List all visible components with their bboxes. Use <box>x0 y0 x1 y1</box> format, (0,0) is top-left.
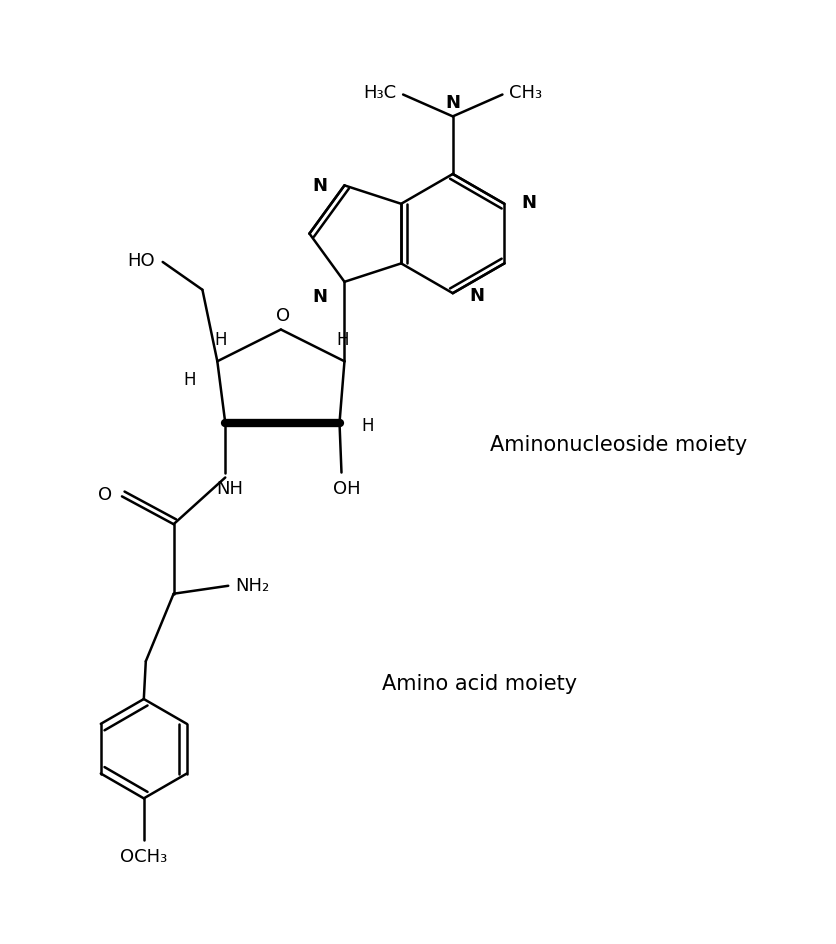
Text: N: N <box>445 94 460 112</box>
Text: H: H <box>361 416 374 434</box>
Text: H₃C: H₃C <box>363 83 395 101</box>
Text: NH₂: NH₂ <box>235 576 269 594</box>
Text: NH: NH <box>217 480 243 498</box>
Text: O: O <box>276 306 289 324</box>
Text: OCH₃: OCH₃ <box>120 847 167 865</box>
Text: N: N <box>469 287 484 305</box>
Text: N: N <box>312 288 327 306</box>
Text: Aminonucleoside moiety: Aminonucleoside moiety <box>489 435 747 455</box>
Text: OH: OH <box>332 480 359 498</box>
Text: H: H <box>214 331 227 349</box>
Text: O: O <box>98 486 112 504</box>
Text: HO: HO <box>127 252 155 270</box>
Text: N: N <box>312 177 327 195</box>
Text: N: N <box>521 194 536 211</box>
Text: CH₃: CH₃ <box>509 83 542 101</box>
Text: Amino acid moiety: Amino acid moiety <box>381 673 577 693</box>
Text: H: H <box>336 331 349 349</box>
Text: H: H <box>183 371 196 389</box>
